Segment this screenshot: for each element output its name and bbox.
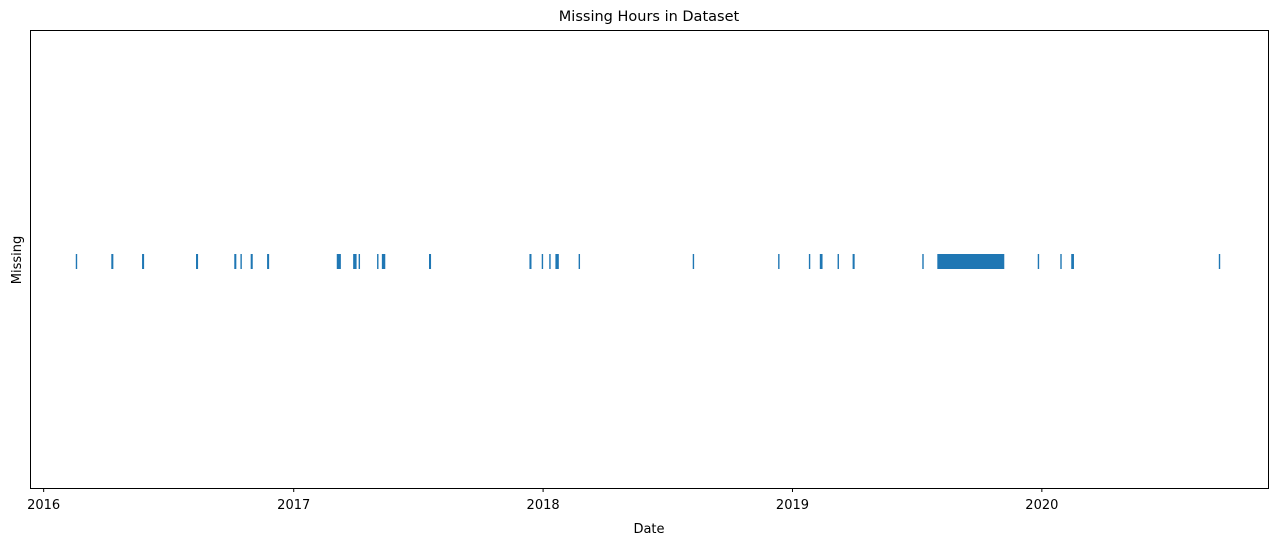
missing-period-bar bbox=[234, 254, 237, 269]
chart-title: Missing Hours in Dataset bbox=[559, 9, 740, 25]
x-tick-label: 2019 bbox=[776, 498, 809, 513]
missing-period-bar bbox=[75, 254, 78, 269]
x-tick-label: 2020 bbox=[1025, 498, 1058, 513]
missing-period-bar bbox=[819, 254, 823, 269]
x-tick-label: 2018 bbox=[527, 498, 560, 513]
x-tick-label: 2016 bbox=[27, 498, 60, 513]
missing-period-bar bbox=[196, 254, 199, 269]
missing-period-bar bbox=[250, 254, 253, 269]
missing-period-bar bbox=[852, 254, 855, 269]
missing-period-bar bbox=[1037, 254, 1040, 269]
missing-period-bar bbox=[541, 254, 544, 269]
missing-period-bar bbox=[692, 254, 695, 269]
missing-period-bar bbox=[578, 254, 581, 269]
missing-period-bar bbox=[429, 254, 432, 269]
missing-period-bar bbox=[377, 254, 379, 269]
missing-period-bar bbox=[549, 254, 551, 269]
missing-period-bar bbox=[381, 254, 386, 269]
missing-period-bar bbox=[837, 254, 839, 269]
missing-period-bar bbox=[336, 254, 341, 269]
missing-period-bar bbox=[358, 254, 361, 269]
x-tick-label: 2017 bbox=[277, 498, 310, 513]
missing-period-bar bbox=[1060, 254, 1062, 269]
missing-period-bar bbox=[808, 254, 811, 269]
x-axis-label: Date bbox=[633, 522, 664, 537]
x-axis-ticks: 2016 2017 2018 2019 2020 bbox=[27, 488, 1058, 513]
missing-period-bar bbox=[778, 254, 780, 269]
missing-period-bars bbox=[75, 254, 1221, 269]
missing-period-bar bbox=[1218, 254, 1221, 269]
missing-period-bar bbox=[267, 254, 270, 269]
missing-period-bar bbox=[240, 254, 242, 269]
missing-period-bar bbox=[353, 254, 357, 269]
missing-period-bar bbox=[142, 254, 145, 269]
missing-period-bar bbox=[555, 254, 559, 269]
missing-period-bar bbox=[1071, 254, 1074, 269]
missing-period-bar bbox=[529, 254, 532, 269]
missing-period-bar bbox=[922, 254, 924, 269]
missing-period-bar bbox=[111, 254, 114, 269]
y-axis-label: Missing bbox=[10, 236, 25, 284]
plot-area-frame bbox=[30, 30, 1269, 489]
missing-period-bar bbox=[937, 254, 1005, 269]
